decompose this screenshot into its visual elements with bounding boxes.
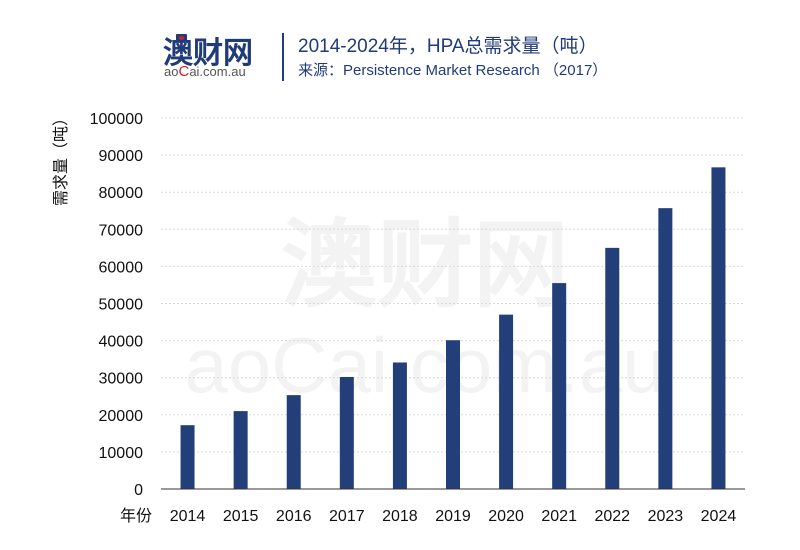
x-axis-ticks: 2014 2015 2016 2017 2018 2019 2020 2021 2022 2023… bbox=[170, 508, 737, 525]
y-tick-label: 50000 bbox=[99, 297, 144, 314]
x-tick-label: 2021 bbox=[541, 508, 577, 525]
y-axis-label: 需求量（吨） bbox=[51, 110, 70, 206]
bars bbox=[180, 167, 726, 489]
x-axis-label: 年份 bbox=[120, 507, 152, 525]
header-divider bbox=[282, 33, 284, 81]
logo-en-c: C bbox=[178, 63, 190, 80]
x-tick-label: 2015 bbox=[223, 508, 259, 525]
chart-source: 来源：Persistence Market Research （2017） bbox=[298, 62, 608, 79]
x-tick-label: 2016 bbox=[276, 508, 312, 525]
chart-header: 澳财网 aoCai.com.au 2014-2024年，HPA总需求量（吨） 来… bbox=[0, 0, 800, 95]
bar-2016 bbox=[286, 395, 301, 489]
y-tick-label: 10000 bbox=[99, 445, 144, 462]
watermark-chinese: 澳财网 bbox=[281, 209, 569, 321]
y-tick-label: 80000 bbox=[99, 185, 144, 202]
watermark-english: aoCai.com.au bbox=[184, 321, 665, 409]
bar-2024 bbox=[711, 167, 726, 489]
australia-flag-icon bbox=[176, 34, 187, 42]
bar-2015 bbox=[233, 411, 248, 489]
y-tick-label: 20000 bbox=[99, 408, 144, 425]
logo-en-rest: ai.com.au bbox=[189, 64, 246, 79]
x-tick-label: 2014 bbox=[170, 508, 206, 525]
logo-english: aoCai.com.au bbox=[164, 63, 246, 80]
x-tick-label: 2022 bbox=[594, 508, 630, 525]
y-tick-label: 0 bbox=[134, 482, 143, 499]
y-tick-label: 30000 bbox=[99, 371, 144, 388]
x-tick-label: 2018 bbox=[382, 508, 418, 525]
x-tick-label: 2017 bbox=[329, 508, 365, 525]
bar-2023 bbox=[658, 208, 673, 489]
x-tick-label: 2023 bbox=[648, 508, 684, 525]
x-tick-label: 2024 bbox=[701, 508, 737, 525]
x-tick-label: 2020 bbox=[488, 508, 524, 525]
chart-title: 2014-2024年，HPA总需求量（吨） bbox=[298, 36, 598, 57]
bar-2020 bbox=[499, 314, 514, 489]
y-tick-label: 100000 bbox=[90, 111, 143, 128]
bar-2021 bbox=[552, 283, 567, 489]
y-tick-label: 90000 bbox=[99, 148, 144, 165]
y-axis-ticks: 0 10000 20000 30000 40000 50000 60000 70000 8000… bbox=[90, 111, 143, 499]
y-tick-label: 60000 bbox=[99, 259, 144, 276]
bar-2018 bbox=[392, 362, 407, 489]
bar-2019 bbox=[446, 340, 460, 489]
bar-2014 bbox=[180, 425, 195, 489]
bar-2017 bbox=[339, 376, 354, 489]
x-tick-label: 2019 bbox=[435, 508, 471, 525]
y-tick-label: 40000 bbox=[99, 334, 144, 351]
logo-en-prefix: a bbox=[164, 64, 172, 79]
watermark: 澳财网 aoCai.com.au bbox=[184, 209, 665, 409]
logo-en-o: o bbox=[171, 64, 179, 79]
bar-2022 bbox=[605, 247, 620, 489]
y-tick-label: 70000 bbox=[99, 222, 144, 239]
